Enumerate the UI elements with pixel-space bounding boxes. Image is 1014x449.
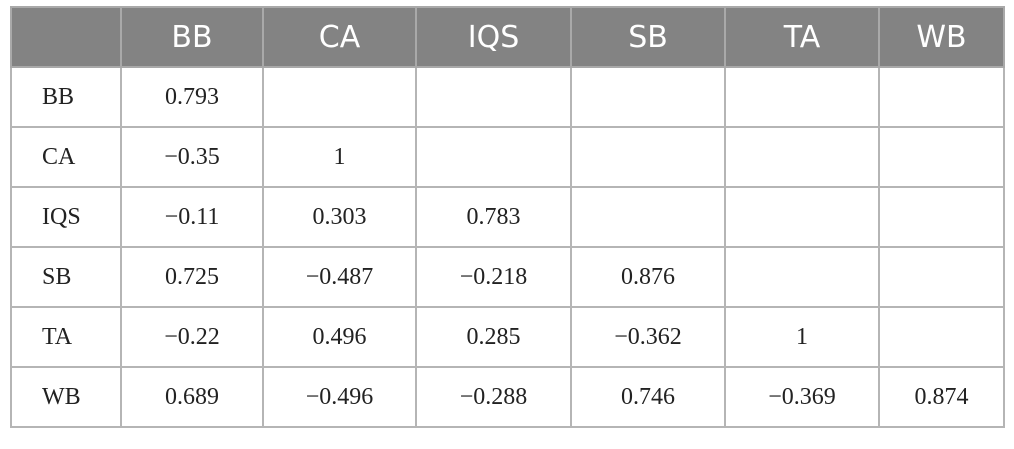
cell-value: 1 <box>262 126 417 188</box>
column-header: TA <box>724 6 880 68</box>
table-row: IQS −0.11 0.303 0.783 <box>10 186 1005 248</box>
row-label: SB <box>10 246 122 308</box>
row-label: BB <box>10 66 122 128</box>
correlation-table: BB CA IQS SB TA WB BB 0.793 CA −0.35 1 IQS −0.11 0.3… <box>10 6 1005 428</box>
cell-value: −0.11 <box>120 186 264 248</box>
empty-cell <box>724 246 880 308</box>
empty-cell <box>724 126 880 188</box>
cell-value: 0.303 <box>262 186 417 248</box>
table-row: CA −0.35 1 <box>10 126 1005 188</box>
empty-cell <box>262 66 417 128</box>
row-label: TA <box>10 306 122 368</box>
empty-cell <box>724 186 880 248</box>
column-header: CA <box>262 6 417 68</box>
column-header: WB <box>878 6 1005 68</box>
column-header: IQS <box>415 6 572 68</box>
cell-value: −0.288 <box>415 366 572 428</box>
table-row: TA −0.22 0.496 0.285 −0.362 1 <box>10 306 1005 368</box>
column-header: SB <box>570 6 726 68</box>
empty-cell <box>415 66 572 128</box>
corner-cell <box>10 6 122 68</box>
cell-value: 0.285 <box>415 306 572 368</box>
header-row: BB CA IQS SB TA WB <box>10 6 1005 68</box>
empty-cell <box>878 246 1005 308</box>
empty-cell <box>878 186 1005 248</box>
table-row: BB 0.793 <box>10 66 1005 128</box>
cell-value: −0.35 <box>120 126 264 188</box>
table-row: WB 0.689 −0.496 −0.288 0.746 −0.369 0.874 <box>10 366 1005 428</box>
row-label: IQS <box>10 186 122 248</box>
empty-cell <box>570 66 726 128</box>
cell-value: −0.487 <box>262 246 417 308</box>
cell-value: 0.793 <box>120 66 264 128</box>
empty-cell <box>878 66 1005 128</box>
empty-cell <box>724 66 880 128</box>
cell-value: 0.874 <box>878 366 1005 428</box>
empty-cell <box>878 306 1005 368</box>
cell-value: −0.218 <box>415 246 572 308</box>
table-body: BB 0.793 CA −0.35 1 IQS −0.11 0.303 0.783 SB 0.725… <box>10 66 1005 428</box>
cell-value: 0.876 <box>570 246 726 308</box>
empty-cell <box>570 186 726 248</box>
cell-value: 0.689 <box>120 366 264 428</box>
cell-value: 1 <box>724 306 880 368</box>
row-label: WB <box>10 366 122 428</box>
cell-value: −0.496 <box>262 366 417 428</box>
empty-cell <box>878 126 1005 188</box>
column-header: BB <box>120 6 264 68</box>
cell-value: −0.369 <box>724 366 880 428</box>
row-label: CA <box>10 126 122 188</box>
cell-value: −0.362 <box>570 306 726 368</box>
cell-value: −0.22 <box>120 306 264 368</box>
empty-cell <box>415 126 572 188</box>
cell-value: 0.496 <box>262 306 417 368</box>
cell-value: 0.783 <box>415 186 572 248</box>
table-row: SB 0.725 −0.487 −0.218 0.876 <box>10 246 1005 308</box>
empty-cell <box>570 126 726 188</box>
cell-value: 0.725 <box>120 246 264 308</box>
cell-value: 0.746 <box>570 366 726 428</box>
